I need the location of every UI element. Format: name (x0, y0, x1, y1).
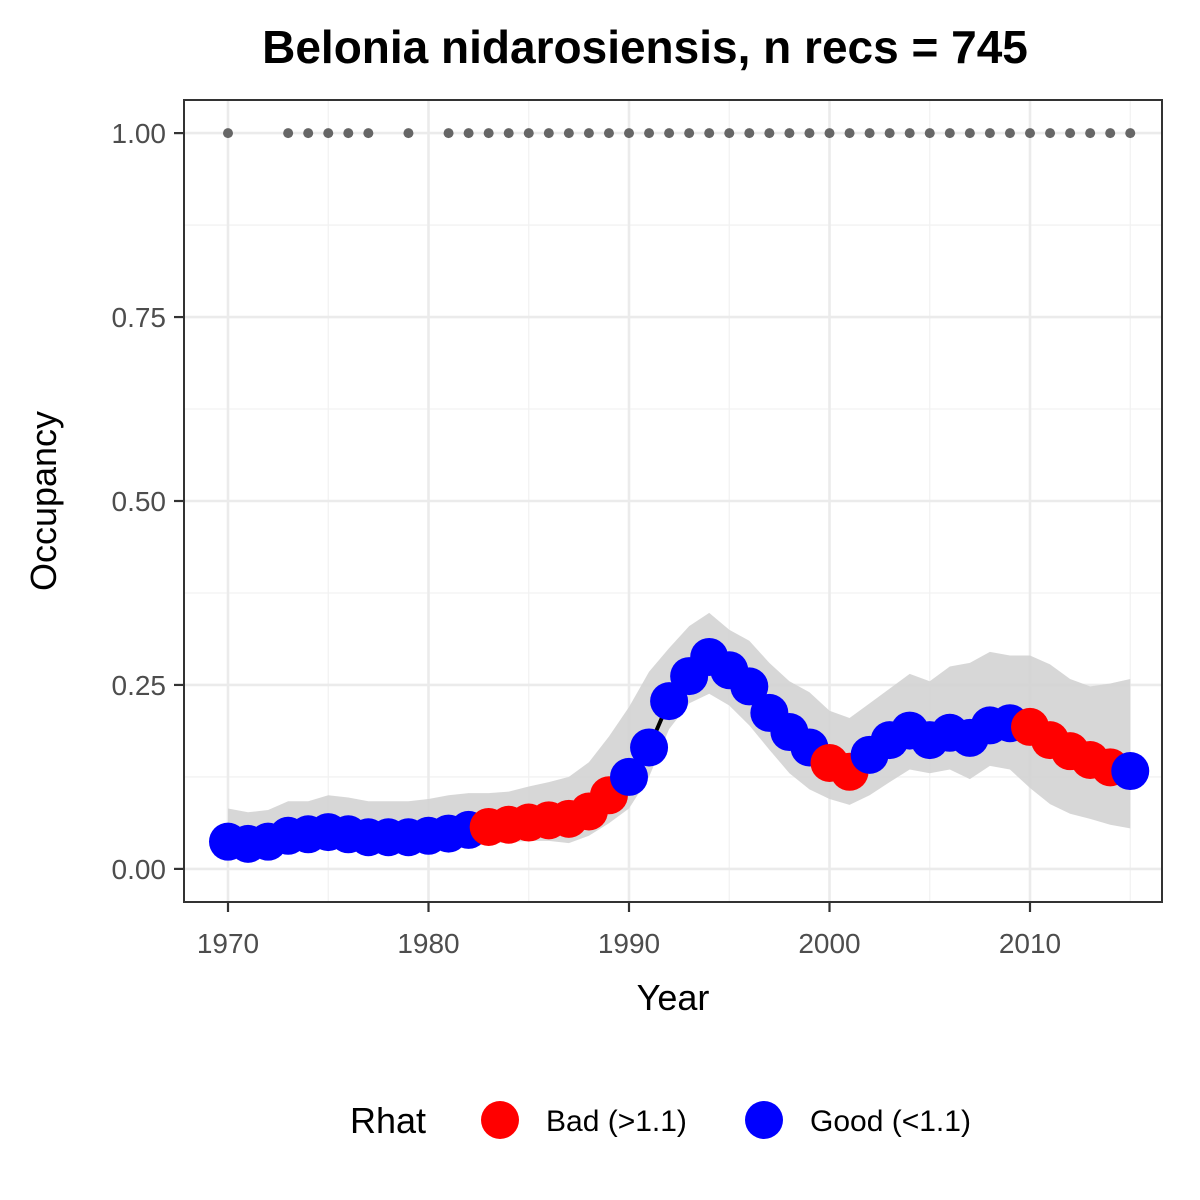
x-axis-title: Year (637, 977, 710, 1018)
record-year-dot (864, 128, 875, 139)
legend-bad-label: Bad (>1.1) (546, 1105, 687, 1138)
record-year-dot (1085, 128, 1096, 139)
x-tick-label: 1980 (397, 928, 459, 959)
record-year-dot (924, 128, 935, 139)
y-tick-label: 0.50 (112, 486, 167, 517)
record-year-dot (1025, 128, 1035, 139)
record-year-dot (483, 128, 494, 139)
legend-good-label: Good (<1.1) (810, 1105, 971, 1138)
record-year-dot (1065, 128, 1076, 139)
record-year-dot (984, 128, 995, 139)
record-year-dot (563, 128, 574, 139)
record-year-dot (1125, 128, 1136, 139)
record-year-dot (403, 128, 414, 139)
record-year-dot (884, 128, 895, 139)
record-year-dot (323, 128, 334, 139)
record-year-dot (1105, 128, 1116, 139)
record-year-dot (944, 128, 955, 139)
chart-title: Belonia nidarosiensis, n recs = 745 (262, 21, 1028, 73)
record-year-dot (844, 128, 855, 139)
y-tick-label: 1.00 (112, 118, 167, 149)
record-years-dots (223, 128, 1136, 139)
record-year-dot (443, 128, 454, 139)
occupancy-points (209, 637, 1150, 863)
record-year-dot (764, 128, 775, 139)
record-year-dot (684, 128, 695, 139)
record-year-dot (644, 128, 655, 139)
record-year-dot (583, 128, 594, 139)
record-year-dot (463, 128, 474, 139)
x-tick-label: 1990 (598, 928, 660, 959)
record-year-dot (223, 128, 233, 139)
record-year-dot (624, 128, 634, 139)
record-year-dot (904, 128, 915, 139)
record-year-dot (303, 128, 314, 139)
record-year-dot (824, 128, 835, 139)
occupancy-point-good (610, 757, 648, 796)
record-year-dot (744, 128, 755, 139)
x-tick-label: 1970 (197, 928, 259, 959)
legend-title: Rhat (350, 1100, 426, 1141)
legend-good-swatch (745, 1101, 783, 1139)
record-year-dot (1004, 128, 1015, 139)
x-tick-label: 2010 (999, 928, 1061, 959)
legend-bad-swatch (481, 1101, 519, 1139)
record-year-dot (543, 128, 554, 139)
legend: Rhat Bad (>1.1) Good (<1.1) (350, 1100, 971, 1141)
record-year-dot (804, 128, 815, 139)
record-year-dot (1045, 128, 1056, 139)
record-year-dot (964, 128, 975, 139)
x-axis: 1970 1980 1990 2000 2010 (197, 902, 1061, 959)
y-axis: 0.00 0.25 0.50 0.75 1.00 (112, 118, 184, 885)
y-tick-label: 0.00 (112, 854, 167, 885)
record-year-dot (664, 128, 675, 139)
record-year-dot (704, 128, 715, 139)
occupancy-point-good (1111, 752, 1150, 791)
x-tick-label: 2000 (798, 928, 860, 959)
record-year-dot (724, 128, 735, 139)
record-year-dot (523, 128, 534, 139)
record-year-dot (784, 128, 795, 139)
y-tick-label: 0.75 (112, 302, 167, 333)
record-year-dot (503, 128, 514, 139)
occupancy-point-good (630, 728, 669, 767)
record-year-dot (343, 128, 354, 139)
record-year-dot (363, 128, 374, 139)
record-year-dot (603, 128, 614, 139)
y-axis-title: Occupancy (23, 411, 64, 591)
record-year-dot (283, 128, 294, 139)
occupancy-point-good (730, 667, 769, 706)
y-tick-label: 0.25 (112, 670, 167, 701)
